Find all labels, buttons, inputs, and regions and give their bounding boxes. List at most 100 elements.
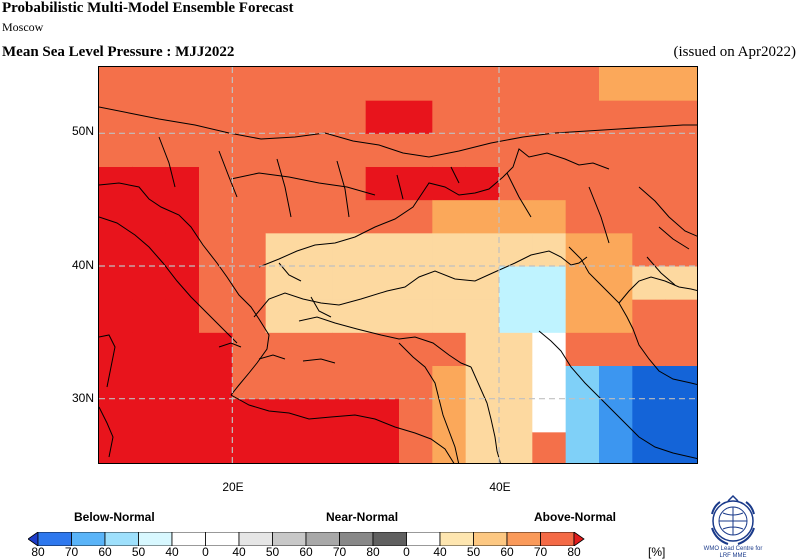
probability-cell <box>232 67 267 101</box>
probability-cell <box>499 266 533 300</box>
probability-cell <box>365 332 400 366</box>
probability-cell <box>499 166 533 201</box>
probability-cell <box>232 365 267 400</box>
probability-cell <box>299 431 333 463</box>
probability-cell <box>632 67 667 101</box>
probability-cell <box>432 199 467 234</box>
probability-cell <box>199 199 233 234</box>
probability-cell <box>465 100 500 134</box>
probability-cell <box>599 299 633 333</box>
probability-cell <box>299 166 333 201</box>
probability-cell <box>232 299 267 333</box>
near-normal-label: Near-Normal <box>326 510 399 524</box>
probability-cell <box>665 133 697 167</box>
probability-cell <box>99 398 133 433</box>
probability-cell <box>499 365 533 400</box>
probability-cell <box>565 398 600 433</box>
probability-cell <box>432 100 467 134</box>
probability-cell <box>532 332 567 366</box>
probability-cell <box>132 266 167 300</box>
probability-cell <box>265 232 300 267</box>
probability-cell <box>632 398 667 433</box>
probability-cell <box>232 266 267 300</box>
probability-cell <box>365 199 400 234</box>
probability-cell <box>399 266 433 300</box>
probability-cell <box>465 199 500 234</box>
colorbar-segment <box>71 532 106 546</box>
probability-cell <box>165 266 200 300</box>
probability-cell <box>332 166 367 201</box>
lon-label-40e: 40E <box>489 480 511 494</box>
probability-cell <box>265 67 300 101</box>
probability-cell <box>132 133 167 167</box>
probability-cell <box>665 365 697 400</box>
probability-cell <box>99 365 133 400</box>
colorbar-tick-label: 40 <box>165 545 179 559</box>
colorbar-tick-label: 50 <box>466 545 481 559</box>
probability-cell <box>165 67 200 101</box>
probability-cell <box>165 100 200 134</box>
probability-cell <box>532 266 567 300</box>
lat-label-30n: 30N <box>71 391 94 405</box>
probability-cell <box>465 398 500 433</box>
probability-cell <box>332 365 367 400</box>
forecast-map <box>98 66 698 464</box>
probability-cell <box>199 365 233 400</box>
probability-cell <box>432 266 467 300</box>
above-normal-label: Above-Normal <box>534 510 617 524</box>
probability-cell <box>432 299 467 333</box>
probability-cell <box>165 431 200 463</box>
probability-cell <box>365 100 400 134</box>
colorbar-tick-label: 40 <box>232 545 246 559</box>
probability-cell <box>532 100 567 134</box>
colorbar-tick-label: 50 <box>265 545 280 559</box>
colorbar-segment <box>305 532 340 546</box>
probability-cell <box>199 398 233 433</box>
probability-cell <box>332 133 367 167</box>
colorbar-tick-label: 70 <box>64 545 79 559</box>
probability-cell <box>232 232 267 267</box>
wmo-logo-icon <box>711 494 755 545</box>
colorbar-segment <box>439 532 474 546</box>
probability-cell <box>299 199 333 234</box>
probability-cell <box>532 431 567 463</box>
probability-cell <box>665 100 697 134</box>
probability-cell <box>599 133 633 167</box>
probability-cell <box>632 232 667 267</box>
wmo-logo-text: WMO Lead Centre for LRF MME <box>690 546 776 560</box>
colorbar-tick-label: 60 <box>98 545 112 559</box>
probability-cell <box>332 431 367 463</box>
probability-cell <box>599 431 633 463</box>
colorbar-segment <box>171 532 206 546</box>
colorbar-segment <box>37 532 72 546</box>
colorbar-tick-label: 70 <box>533 545 548 559</box>
probability-cell <box>632 133 667 167</box>
probability-cell <box>332 299 367 333</box>
probability-cell <box>632 266 667 300</box>
colorbar-tick-label: 40 <box>433 545 447 559</box>
probability-cell <box>199 67 233 101</box>
probability-cell <box>165 398 200 433</box>
colorbar-segment <box>138 532 173 546</box>
probability-cell <box>532 166 567 201</box>
probability-cell <box>532 398 567 433</box>
page-title: Probabilistic Multi-Model Ensemble Forec… <box>2 0 294 16</box>
probability-cell <box>265 166 300 201</box>
colorbar-tick-label: 70 <box>332 545 347 559</box>
probability-cell <box>165 232 200 267</box>
probability-cell <box>565 199 600 234</box>
probability-cell <box>399 100 433 134</box>
probability-cell <box>299 266 333 300</box>
probability-cell <box>599 398 633 433</box>
probability-cell <box>632 365 667 400</box>
probability-cell <box>132 398 167 433</box>
probability-cell <box>199 431 233 463</box>
colorbar-segment <box>506 532 541 546</box>
probability-cells <box>99 67 697 463</box>
probability-cell <box>299 133 333 167</box>
probability-cell <box>132 166 167 201</box>
probability-cell <box>265 199 300 234</box>
probability-cell <box>665 232 697 267</box>
probability-cell <box>532 365 567 400</box>
probability-cell <box>532 232 567 267</box>
